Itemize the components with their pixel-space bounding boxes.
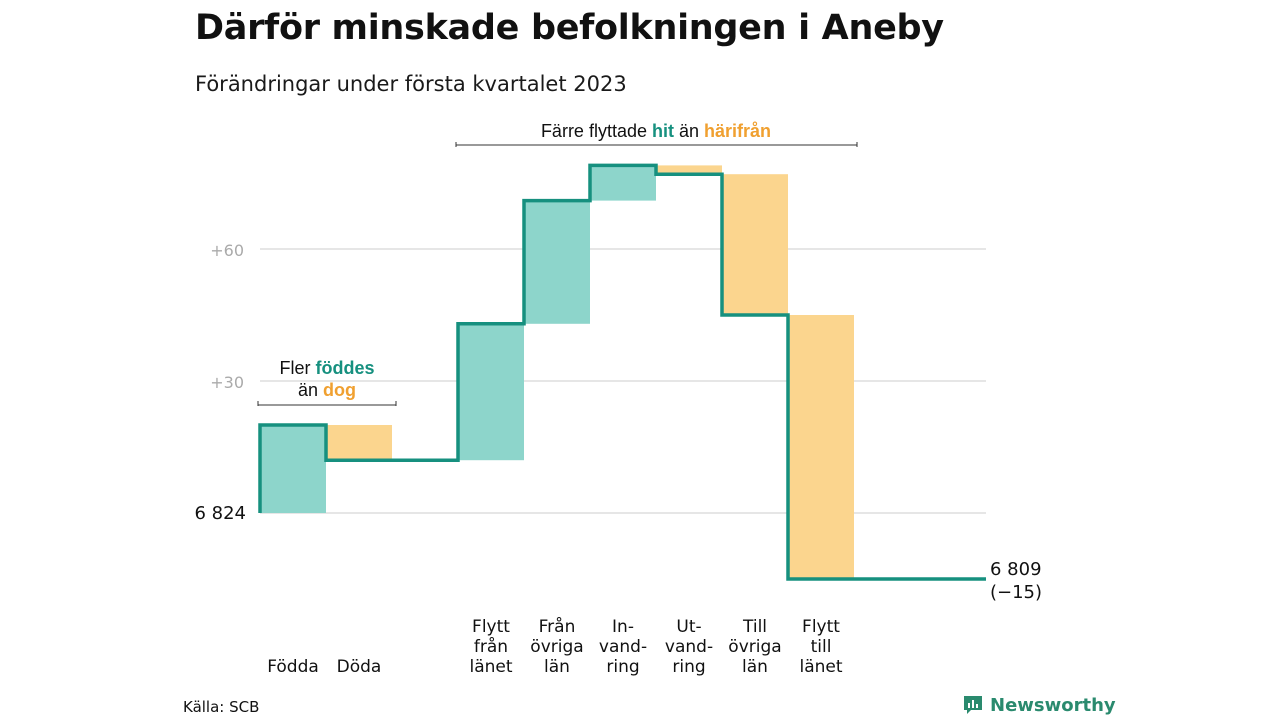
waterfall-bar: [524, 200, 590, 324]
category-label: Födda: [267, 657, 319, 677]
waterfall-bar: [590, 165, 656, 201]
waterfall-bar: [326, 425, 392, 461]
waterfall-bar: [788, 315, 854, 579]
y-tick-label: +60: [210, 241, 244, 260]
chart-subtitle: Förändringar under första kvartalet 2023: [195, 72, 627, 96]
category-label: Döda: [337, 657, 382, 677]
brand-logo: Newsworthy: [962, 694, 1116, 716]
brand-name: Newsworthy: [990, 694, 1116, 716]
category-label: In-vand-ring: [599, 617, 647, 677]
category-label: Till övriga län: [728, 617, 781, 677]
y-tick-label: +30: [210, 373, 244, 392]
category-label: Flytt till länet: [799, 617, 842, 677]
category-label: Flytt från länet: [469, 617, 512, 677]
waterfall-bar: [260, 425, 326, 513]
births-bracket: [257, 401, 397, 406]
end-value-label: 6 809: [990, 559, 1042, 580]
start-value-label: 6 824: [194, 503, 246, 524]
births-annotation-line2: än dog: [298, 380, 356, 400]
waterfall-bar: [458, 323, 524, 461]
chart-title: Därför minskade befolkningen i Aneby: [195, 8, 944, 48]
newsworthy-logo-icon: [964, 696, 982, 714]
category-label: Från övriga län: [530, 616, 583, 677]
waterfall-bar: [656, 165, 722, 175]
cumulative-step-line: [258, 163, 986, 581]
migration-annotation: Färre flyttade hit än härifrån: [541, 121, 771, 141]
source-note: Källa: SCB: [183, 698, 260, 716]
waterfall-bar: [722, 174, 788, 315]
migration-bracket: [455, 142, 858, 147]
births-annotation-line1: Fler föddes: [279, 358, 374, 378]
category-label: Ut-vand-ring: [665, 617, 713, 677]
end-change-label: (−15): [990, 582, 1042, 603]
